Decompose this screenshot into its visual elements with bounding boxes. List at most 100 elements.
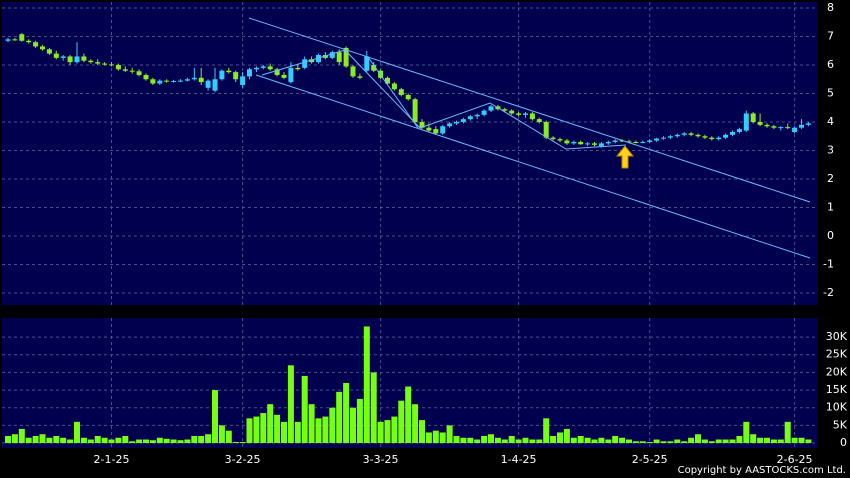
volume-bar: [412, 404, 419, 444]
candle-body: [592, 143, 597, 145]
volume-bar: [177, 440, 184, 444]
volume-bar: [701, 439, 708, 444]
candle-body: [516, 113, 522, 115]
volume-bar: [370, 372, 377, 444]
candle-body: [157, 80, 163, 84]
candle-body: [730, 131, 735, 135]
volume-bar: [508, 435, 515, 444]
volume-bar: [74, 421, 80, 444]
candle-body: [371, 64, 377, 71]
volume-bar: [481, 435, 488, 444]
candle-body: [550, 137, 556, 140]
volume-bar: [750, 434, 757, 444]
volume-bar: [136, 439, 143, 444]
candle-body: [474, 114, 480, 117]
x-tick-label: 1-4-25: [501, 453, 537, 466]
candle-body: [557, 139, 563, 141]
candle-body: [529, 113, 535, 120]
candle-body: [605, 141, 611, 144]
volume-bar: [308, 404, 315, 444]
volume-bar: [557, 432, 563, 444]
price-panel: [2, 2, 818, 305]
candle-body: [302, 59, 308, 68]
volume-bar: [570, 437, 577, 444]
labels: 8 7 6 5 4 3 2 1 0 -1 -2 0 5K 10K 15K 20K 25K 30K 2-1-25 3-2…: [94, 1, 848, 466]
candle-body: [129, 70, 135, 72]
volume-bar: [232, 441, 239, 444]
candle-body: [502, 109, 508, 111]
volume-bar: [212, 390, 218, 444]
volume-bar: [764, 437, 770, 444]
candle-body: [5, 39, 11, 41]
volume-bar: [384, 420, 391, 444]
volume-bar: [550, 435, 557, 444]
y-tick-label: 25K: [826, 348, 848, 361]
candle-body: [585, 143, 591, 145]
candle-body: [391, 83, 397, 90]
volume-bar: [529, 439, 536, 444]
y-tick-label: 5: [827, 86, 834, 99]
candle-body: [398, 89, 404, 95]
volume-bar: [536, 439, 543, 444]
volume-bar: [301, 375, 308, 444]
candle-body: [19, 34, 25, 41]
candle-body: [688, 133, 694, 135]
candle-body: [626, 141, 632, 143]
volume-bar: [336, 391, 343, 444]
drawing-tools: [248, 17, 811, 259]
y-tick-label: 0: [840, 436, 847, 449]
volume-bar: [543, 418, 550, 444]
candle-body: [778, 127, 784, 129]
volume-bar: [674, 439, 681, 444]
candle-body: [357, 76, 363, 78]
candle-body: [488, 106, 494, 111]
y-tick-label: 4: [827, 115, 834, 128]
candle-body: [481, 110, 487, 115]
candle-body: [136, 71, 142, 75]
volume-bar: [688, 437, 695, 444]
volume-bar: [501, 439, 508, 444]
candle-body: [433, 129, 439, 134]
candle-body: [674, 134, 680, 137]
volume-bar: [377, 421, 384, 444]
candle-body: [343, 47, 349, 67]
volume-bar: [770, 439, 777, 444]
y-tick-label: -1: [823, 258, 834, 271]
zigzag-line: [261, 49, 627, 150]
y-tick-label: 3: [827, 144, 834, 157]
volume-bar: [605, 439, 612, 444]
volume-bar: [329, 407, 336, 444]
volume-bar: [681, 441, 688, 444]
y-tick-label: 20K: [826, 365, 848, 378]
candle-body: [412, 99, 418, 123]
volume-bar: [446, 425, 453, 444]
volume-bar: [25, 437, 32, 444]
candle-body: [509, 110, 515, 114]
volume-bar: [577, 435, 584, 444]
candle-body: [743, 113, 749, 131]
candle-body: [12, 39, 18, 41]
candle-body: [233, 72, 239, 80]
trend-line: [248, 17, 811, 203]
volume-bar: [149, 440, 156, 444]
copyright: Copyright by AASTOCKS.com Ltd.: [678, 465, 846, 476]
candle-body: [274, 69, 280, 75]
candle-body: [33, 42, 39, 47]
volume-bar: [315, 418, 322, 444]
candle-body: [46, 49, 52, 54]
candle-body: [109, 64, 114, 66]
volume-bar: [798, 437, 805, 444]
candle-body: [122, 69, 128, 71]
candle-body: [633, 141, 639, 143]
candle-body: [205, 80, 211, 88]
candle-body: [764, 124, 770, 127]
y-tick-label: -2: [823, 286, 834, 299]
candle-body: [267, 66, 273, 70]
candle-body: [771, 126, 777, 128]
candle-body: [405, 94, 411, 100]
volume-bar: [218, 425, 225, 444]
volume-bar: [87, 439, 94, 444]
volume-bar: [563, 428, 570, 444]
volume-bar: [619, 437, 626, 444]
